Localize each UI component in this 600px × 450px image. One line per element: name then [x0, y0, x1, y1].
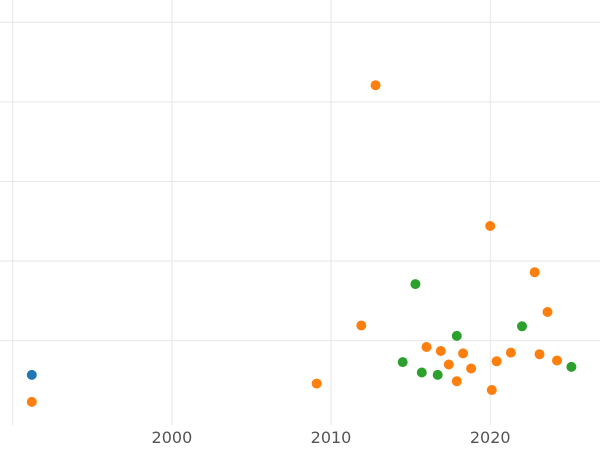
scatter-point-green-series [397, 357, 408, 368]
scatter-point-orange-series [421, 342, 432, 352]
scatter-point-orange-series [311, 378, 322, 389]
grid-layer [0, 0, 600, 425]
scatter-point-orange-series [435, 346, 446, 356]
scatter-point-blue-series [26, 369, 37, 380]
points-layer [26, 80, 577, 407]
x-axis: 2000 2010 2020 [152, 428, 511, 447]
scatter-point-orange-series [505, 347, 516, 358]
scatter-point-orange-series [486, 385, 497, 395]
x-tick-label: 2020 [470, 428, 511, 447]
scatter-point-green-series [432, 369, 443, 380]
scatter-point-orange-series [534, 349, 545, 360]
scatter-point-green-series [566, 361, 577, 372]
scatter-point-orange-series [370, 80, 381, 91]
scatter-point-orange-series [458, 348, 469, 359]
scatter-point-orange-series [485, 221, 496, 231]
scatter-point-green-series [416, 367, 427, 378]
scatter-point-orange-series [466, 363, 477, 374]
x-tick-label: 2000 [152, 428, 193, 447]
scatter-point-orange-series [542, 307, 553, 317]
scatter-point-orange-series [443, 359, 454, 370]
scatter-point-orange-series [552, 355, 562, 366]
scatter-point-orange-series [529, 267, 540, 278]
scatter-point-orange-series [491, 356, 502, 367]
x-tick-label: 2010 [311, 428, 352, 447]
scatter-point-orange-series [451, 376, 462, 387]
scatter-point-green-series [410, 279, 421, 290]
scatter-point-orange-series [26, 396, 37, 407]
scatter-point-green-series [451, 330, 462, 341]
scatter-point-green-series [517, 321, 527, 332]
scatter-point-orange-series [356, 320, 367, 331]
